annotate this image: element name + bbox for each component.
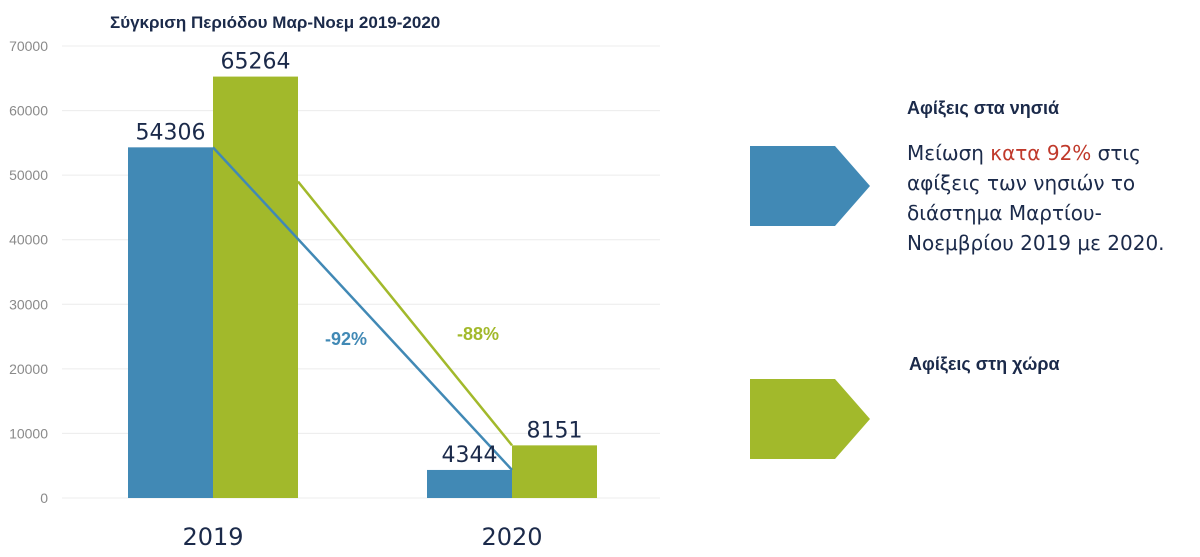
x-tick-label: 2020 (481, 523, 542, 551)
legend-islands-title: Αφίξεις στα νησιά (907, 98, 1060, 118)
trend-line-islands (212, 146, 513, 471)
bar-islands-2019 (128, 147, 213, 499)
y-tick-label: 40000 (9, 232, 48, 248)
description-highlight: κατα 92% (990, 141, 1092, 165)
data-label: 8151 (527, 418, 583, 443)
bar-country-2019 (213, 76, 298, 499)
y-axis-ticks: 0 10000 20000 30000 40000 50000 60000 70000 (9, 38, 48, 506)
y-tick-label: 0 (40, 490, 48, 506)
legend-islands-arrow-icon (750, 146, 870, 226)
y-tick-label: 20000 (9, 361, 48, 377)
y-tick-label: 60000 (9, 103, 48, 119)
legend-country-title: Αφίξεις στη χώρα (909, 354, 1060, 374)
y-tick-label: 50000 (9, 167, 48, 183)
x-tick-label: 2019 (182, 523, 243, 551)
bar-country-2020 (512, 445, 597, 498)
change-label-islands: -92% (325, 329, 367, 349)
data-labels: 54306 4344 65264 8151 -92% -88% (136, 50, 583, 468)
bars (128, 76, 597, 499)
data-label: 65264 (221, 50, 291, 75)
bar-chart: Σύγκριση Περιόδου Μαρ-Νοεμ 2019-2020 0 10… (9, 13, 660, 551)
trend-line-country (297, 180, 513, 447)
data-label: 54306 (136, 120, 206, 145)
change-label-country: -88% (457, 324, 499, 344)
bar-islands-2020 (427, 469, 512, 498)
description-text-start: Μείωση (907, 141, 991, 165)
y-tick-label: 10000 (9, 425, 48, 441)
data-label: 4344 (442, 443, 498, 468)
description-text-end: στις αφίξεις των νησιών το διάστημα Μαρτ… (907, 141, 1165, 255)
chart-title: Σύγκριση Περιόδου Μαρ-Νοεμ 2019-2020 (110, 13, 440, 32)
y-tick-label: 30000 (9, 296, 48, 312)
x-axis-ticks: 2019 2020 (182, 523, 542, 551)
legend-islands-description: Μείωση κατα 92% στις αφίξεις των νησιών … (907, 138, 1187, 258)
y-tick-label: 70000 (9, 38, 48, 54)
legend-country-arrow-icon (750, 379, 870, 459)
trend-lines (212, 146, 513, 471)
